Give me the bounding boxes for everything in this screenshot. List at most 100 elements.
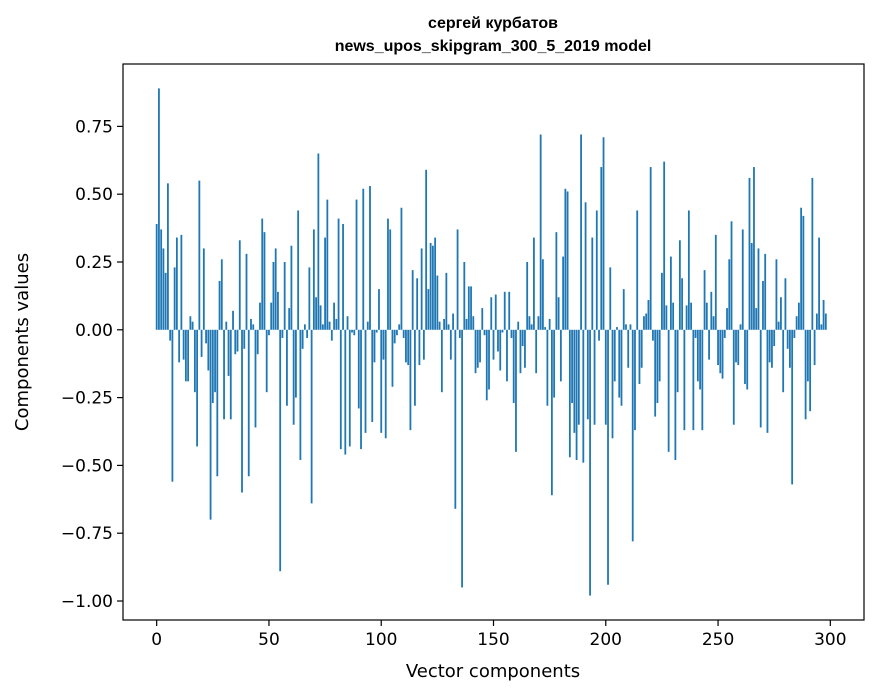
bar <box>768 329 771 363</box>
bar <box>744 329 746 385</box>
bar <box>542 259 544 330</box>
bar <box>818 237 820 330</box>
bar <box>373 329 376 363</box>
bar <box>524 329 526 368</box>
bar <box>411 270 414 330</box>
bar <box>425 169 428 330</box>
y-tick-label: 0.25 <box>75 253 113 273</box>
bar <box>582 329 585 463</box>
bar <box>189 316 192 330</box>
bar <box>232 310 234 330</box>
bar <box>443 318 445 330</box>
bar <box>279 329 282 572</box>
bar <box>306 329 309 338</box>
y-tick-label: −1.00 <box>61 592 113 612</box>
bar <box>726 308 728 330</box>
bar <box>780 297 782 330</box>
bar <box>521 329 524 347</box>
bar <box>286 329 288 406</box>
bar <box>357 329 360 409</box>
bar <box>809 329 812 412</box>
bar <box>187 329 190 382</box>
bar <box>804 329 807 420</box>
bar <box>200 329 203 357</box>
bar <box>506 329 508 382</box>
bar <box>593 329 596 425</box>
bar <box>409 329 412 431</box>
bar <box>730 221 733 330</box>
bar <box>499 329 502 371</box>
bar <box>158 88 160 330</box>
bar <box>180 234 183 330</box>
bar <box>802 215 805 330</box>
bar <box>458 329 461 338</box>
bar <box>310 329 313 504</box>
bar <box>447 324 450 330</box>
bar <box>492 329 495 360</box>
bar <box>559 329 562 382</box>
bar <box>607 329 609 585</box>
bar <box>488 329 490 390</box>
bar <box>703 270 706 330</box>
bar <box>360 329 362 450</box>
chart-title-line1: сергей курбатов <box>428 15 558 32</box>
bar <box>609 267 612 330</box>
x-axis-ticks: 0 50 100 150 200 250 300 <box>151 620 847 650</box>
bar <box>445 272 448 330</box>
bar <box>647 299 650 330</box>
bar <box>479 329 481 363</box>
bar <box>820 324 823 330</box>
bar <box>301 329 304 349</box>
y-tick-label: 0.75 <box>75 117 113 137</box>
bar <box>299 329 302 460</box>
bar <box>268 329 270 336</box>
bar <box>692 329 695 431</box>
bar <box>806 329 809 382</box>
bar <box>283 261 286 330</box>
bar <box>824 313 827 330</box>
bar <box>245 253 248 330</box>
bar <box>342 224 344 330</box>
bar <box>638 329 641 385</box>
bar <box>577 329 580 425</box>
bar <box>270 302 273 330</box>
bar <box>191 321 194 330</box>
bar <box>674 329 677 460</box>
bar <box>708 329 710 360</box>
bar <box>782 329 785 393</box>
bar <box>658 329 661 382</box>
bar <box>813 329 816 366</box>
bar <box>815 313 818 330</box>
bar <box>236 329 239 352</box>
bar <box>330 329 333 341</box>
bar <box>485 329 488 401</box>
bar <box>636 210 639 330</box>
bar <box>604 329 607 425</box>
bar <box>315 297 318 330</box>
bar <box>669 256 672 330</box>
bar <box>497 329 499 352</box>
bar <box>602 137 605 330</box>
bar <box>512 329 515 404</box>
bar <box>591 237 594 330</box>
bar <box>735 329 737 363</box>
bar <box>494 294 497 330</box>
x-tick-label: 250 <box>702 630 734 650</box>
bar <box>335 318 338 330</box>
bar <box>580 134 582 330</box>
bar <box>169 329 172 341</box>
bar <box>777 321 780 330</box>
bar <box>723 329 726 338</box>
bar <box>243 329 246 349</box>
bar <box>645 313 648 330</box>
bar <box>175 237 178 330</box>
bar <box>676 329 679 393</box>
bar <box>586 329 589 420</box>
bar <box>748 177 751 330</box>
bar <box>771 329 773 368</box>
x-tick-label: 200 <box>590 630 622 650</box>
bar <box>241 329 243 493</box>
bar <box>375 329 378 333</box>
bar <box>353 329 356 336</box>
bar <box>346 316 349 330</box>
